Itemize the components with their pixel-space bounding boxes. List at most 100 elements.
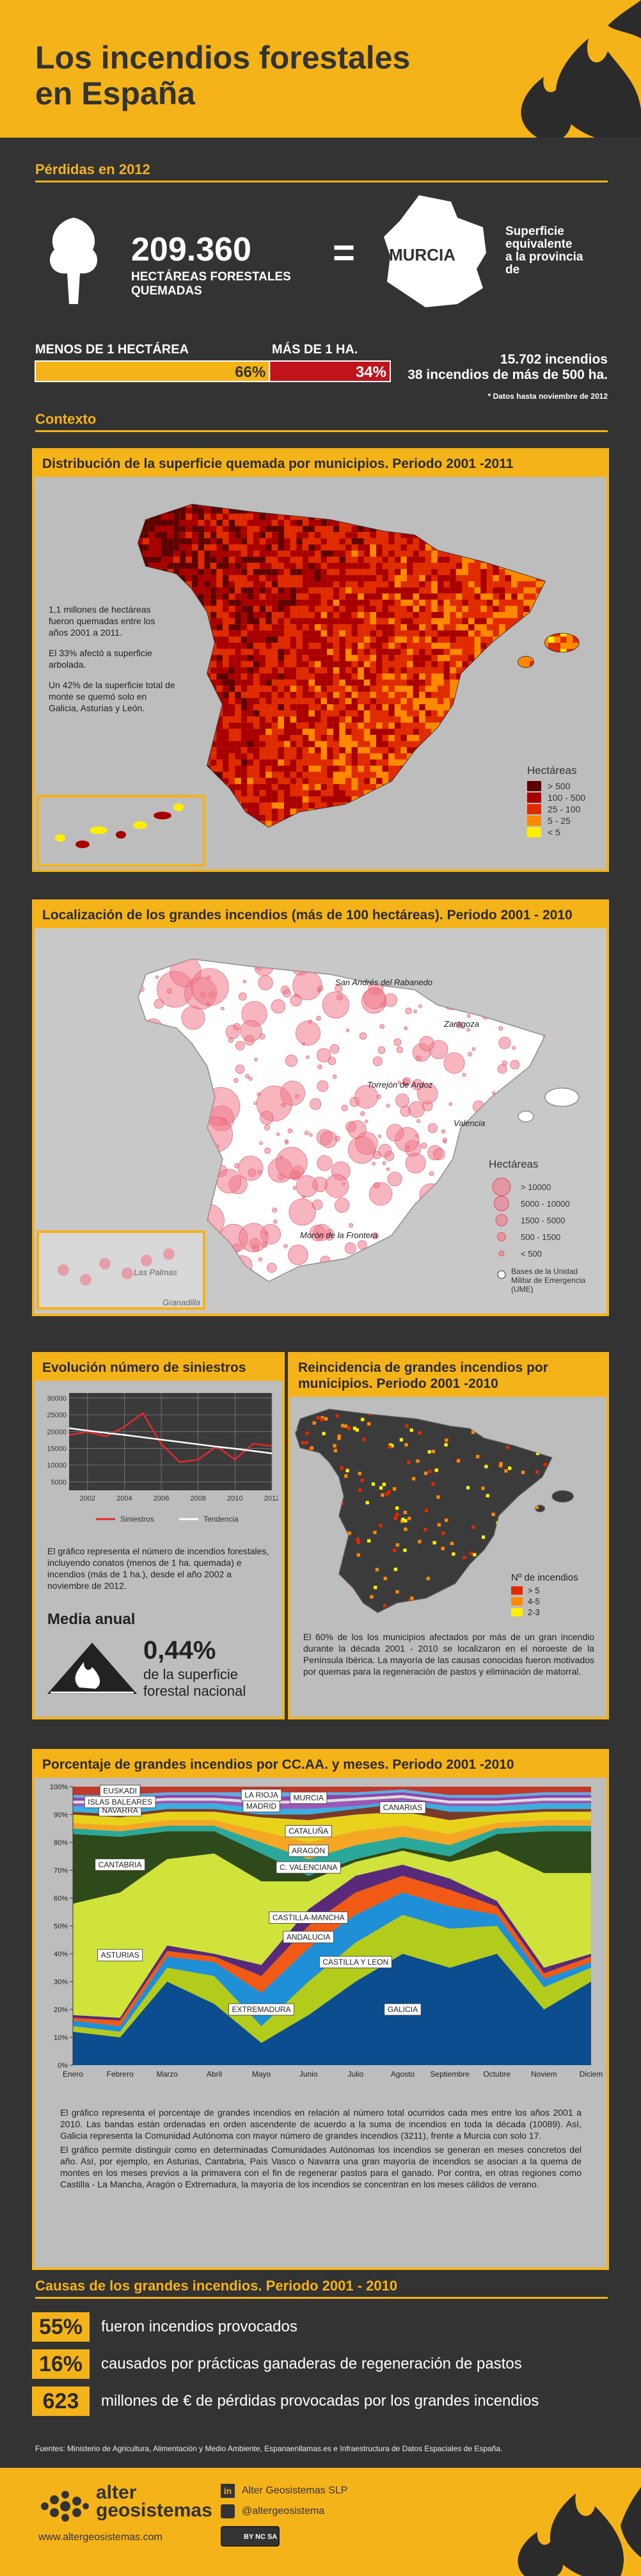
map-cell (253, 759, 260, 766)
map-cell (499, 551, 505, 557)
map-cell (358, 495, 364, 502)
map-cell (216, 667, 223, 673)
map-cell (585, 803, 591, 809)
map-cell (530, 520, 536, 526)
map-cell (443, 679, 450, 686)
map-cell (302, 618, 309, 625)
map-cell (241, 833, 248, 840)
map-cell (455, 821, 463, 827)
map-cell (228, 753, 235, 760)
map-cell (306, 1463, 310, 1467)
map-cell (493, 735, 499, 741)
map-cell (198, 636, 205, 643)
map-cell (345, 636, 352, 643)
map-cell (486, 532, 493, 538)
map-cell (284, 673, 290, 680)
map-cell (450, 643, 456, 649)
map-cell (566, 673, 573, 680)
map-cell (148, 809, 155, 815)
map-cell (585, 593, 591, 600)
map-cell (511, 655, 518, 661)
map-cell (138, 551, 143, 557)
map-cell (210, 759, 217, 766)
map-cell (585, 747, 591, 753)
map-cell (265, 667, 272, 673)
map-cell (517, 551, 524, 557)
map-cell (290, 809, 297, 815)
map-cell (493, 504, 499, 508)
map-cell (296, 563, 303, 569)
map-cell (382, 599, 389, 606)
map-cell (560, 667, 567, 673)
map-cell (204, 698, 210, 704)
map-cell (223, 538, 229, 545)
mean-label: de la superficie forestal nacional (143, 1666, 246, 1700)
map-cell (517, 784, 524, 791)
map-cell (530, 532, 536, 538)
map-cell (167, 504, 174, 508)
map-cell (223, 568, 229, 576)
map-cell (284, 526, 290, 533)
map-cell (499, 809, 505, 815)
map-cell (450, 575, 456, 581)
map-cell (308, 648, 315, 656)
map-cell (573, 520, 579, 526)
tree-icon (49, 218, 98, 304)
map-cell (517, 599, 524, 606)
map-cell (358, 648, 364, 656)
fire-circle (433, 1148, 445, 1161)
map-cell (345, 704, 352, 711)
map-cell (327, 489, 333, 495)
fire-circle (203, 1239, 230, 1266)
map-cell (308, 778, 315, 784)
map-cell (585, 631, 591, 637)
map-cell (351, 722, 358, 729)
map-cell (462, 698, 468, 704)
map-cell (247, 722, 253, 729)
map-cell (315, 599, 321, 606)
map-cell (315, 802, 321, 809)
map-cell (148, 753, 155, 760)
map-cell (450, 581, 456, 588)
map-cell (333, 790, 340, 796)
map-cell (363, 710, 370, 717)
map-cell (327, 784, 333, 791)
map-cell (517, 729, 524, 735)
fire-circle (131, 1087, 138, 1093)
map-cell (358, 747, 364, 753)
map-cell (443, 778, 450, 784)
fire-circle (582, 1018, 587, 1023)
map-cell (198, 544, 205, 551)
map-cell (253, 513, 260, 520)
map-cell (438, 698, 444, 704)
map-cell (271, 581, 278, 588)
series-line (68, 1412, 273, 1463)
map-cell (317, 1543, 321, 1547)
map-cell (505, 722, 512, 729)
map-cell (550, 1413, 555, 1417)
map-cell (394, 704, 401, 711)
map-cell (210, 544, 217, 551)
map-cell (296, 704, 303, 711)
map-cell (358, 526, 364, 533)
map-cell (161, 587, 168, 594)
fire-circle (576, 1031, 579, 1043)
map-cell (265, 814, 272, 821)
map-cell (308, 504, 315, 508)
map-cell (290, 661, 297, 668)
map-cell (455, 624, 463, 631)
panel-title: Evolución número de siniestros (35, 1355, 282, 1381)
map-cell (388, 606, 395, 612)
map-cell (315, 821, 321, 827)
map-cell (302, 648, 309, 656)
map-cell (486, 771, 493, 778)
map-cell (438, 686, 444, 692)
map-cell (462, 551, 468, 557)
map-cell (407, 551, 413, 557)
map-cell (284, 630, 290, 637)
map-cell (462, 526, 468, 533)
fire-circle (558, 978, 567, 987)
map-cell (210, 673, 217, 680)
map-cell (493, 729, 499, 735)
map-cell (216, 507, 223, 514)
